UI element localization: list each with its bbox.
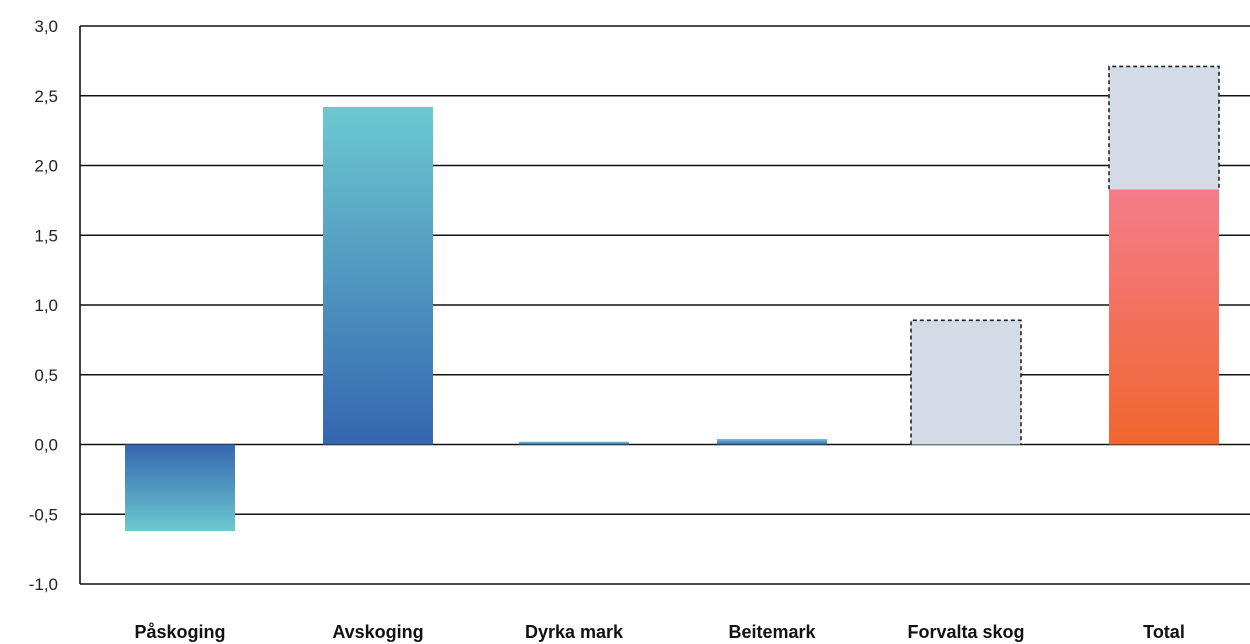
- y-tick-label: -1,0: [29, 575, 58, 594]
- y-tick-label: -0,5: [29, 505, 58, 524]
- bar-uncertain-forvalta-skog: [911, 320, 1021, 445]
- y-tick-label: 0,0: [34, 436, 58, 455]
- y-tick-label: 1,0: [34, 296, 58, 315]
- category-label: Beitemark: [728, 622, 816, 642]
- category-label: Påskoging: [134, 622, 225, 642]
- category-label: Dyrka mark: [525, 622, 624, 642]
- category-label: Total: [1143, 622, 1185, 642]
- x-axis-categories: Påskoging Avskoging Dyrka mark Beitemark For…: [134, 622, 1184, 642]
- bar-uncertain-outline: [910, 319, 1022, 445]
- bar-beitemark: [717, 438, 827, 445]
- category-label: Forvalta skog: [907, 622, 1024, 642]
- bar-uncertain-total: [1109, 66, 1219, 190]
- y-axis-ticks: 3,0 2,5 2,0 1,5 1,0 0,5 0,0 -0,5 -1,0: [29, 17, 58, 594]
- bar-dyrka-mark: [519, 441, 629, 445]
- bar-avskoging: [323, 106, 433, 445]
- bar-uncertain-outline: [1108, 65, 1220, 190]
- y-tick-label: 3,0: [34, 17, 58, 36]
- bars: [125, 65, 1220, 531]
- y-tick-label: 1,5: [34, 226, 58, 245]
- category-label: Avskoging: [332, 622, 423, 642]
- y-tick-label: 2,0: [34, 157, 58, 176]
- gridlines: [79, 25, 1250, 585]
- y-tick-label: 0,5: [34, 366, 58, 385]
- bar-påskoging: [125, 444, 235, 531]
- bar-total: [1109, 189, 1219, 445]
- y-tick-label: 2,5: [34, 87, 58, 106]
